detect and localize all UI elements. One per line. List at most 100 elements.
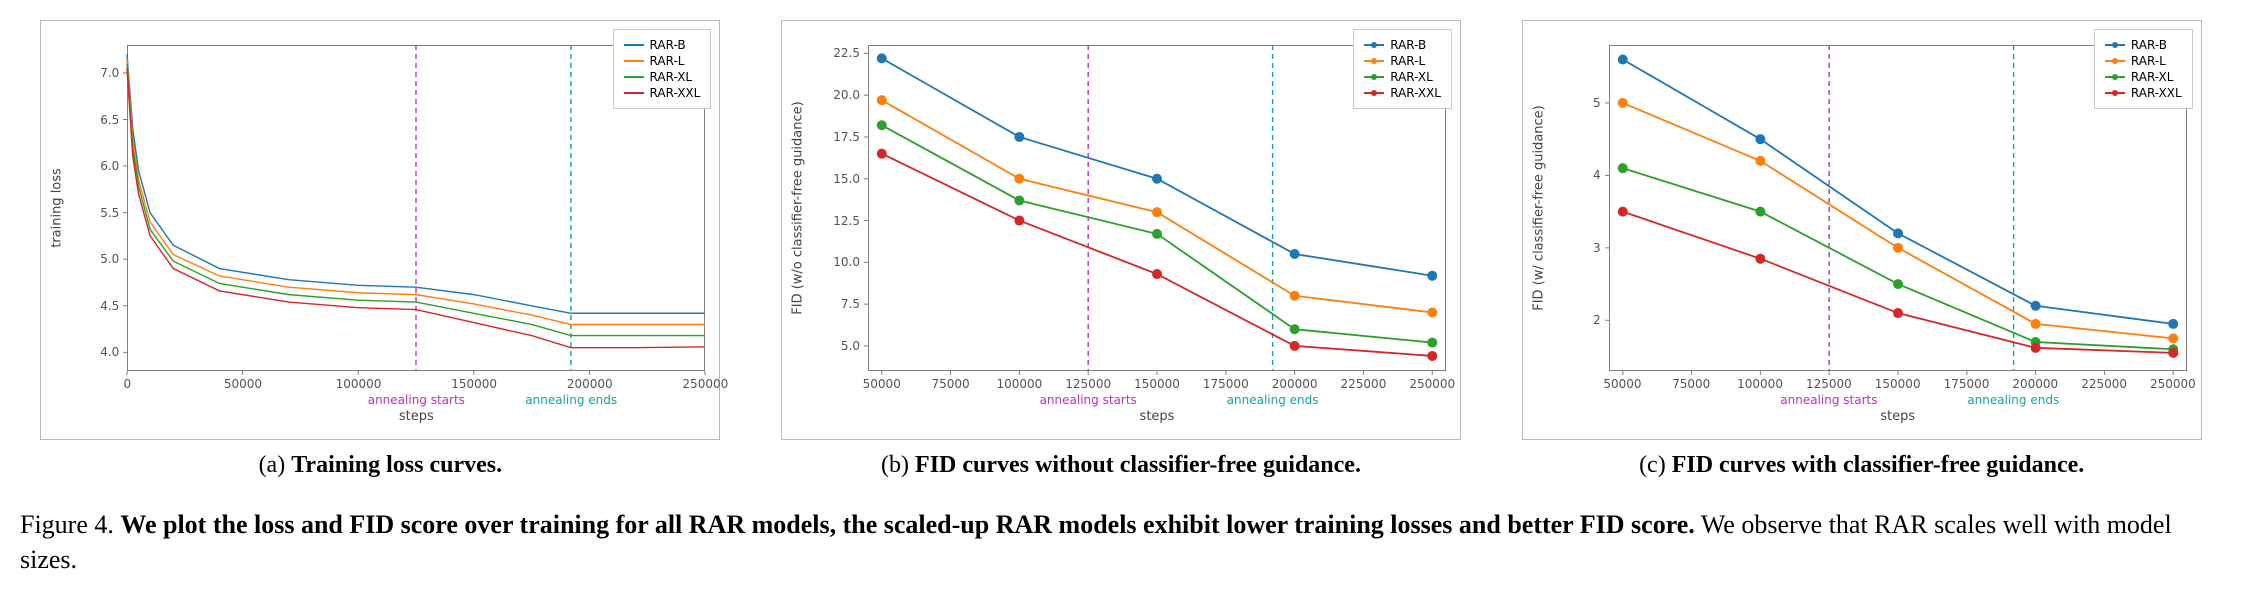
xtick-label: 150000	[1134, 377, 1180, 391]
legend-item: RAR-B	[2105, 38, 2182, 52]
annealing-label-end: annealing ends	[1227, 393, 1319, 407]
legend-swatch	[624, 92, 644, 94]
legend-label: RAR-XXL	[650, 86, 701, 100]
caption-c-text: (c)	[1639, 452, 1672, 478]
chart-fid-nocfg: 50000 75000 100000 125000 150000 175000 200000…	[781, 20, 1461, 440]
figure-caption-bold: We plot the loss and FID score over trai…	[120, 510, 1694, 539]
panel-b-caption: (b) FID curves without classifier-free g…	[881, 452, 1361, 479]
xlabel: steps	[1880, 409, 1915, 424]
xtick-label: 125000	[1065, 377, 1111, 391]
panel-c-caption: (c) FID curves with classifier-free guid…	[1639, 452, 2084, 479]
legend-item: RAR-XL	[2105, 70, 2182, 84]
legend-swatch	[1364, 92, 1384, 94]
xlabel: steps	[399, 409, 434, 424]
xtick-label: 0	[124, 377, 132, 391]
ytick-label: 22.5	[833, 46, 860, 60]
legend: RAR-B RAR-L RAR-XL RAR-XXL	[613, 29, 712, 109]
xtick-label: 150000	[1875, 377, 1921, 391]
legend-swatch	[1364, 44, 1384, 46]
annealing-label-start: annealing starts	[1780, 393, 1877, 407]
xtick-label: 250000	[2150, 377, 2196, 391]
figure-row: 0500001000001500002000002500004.04.55.05…	[20, 20, 2222, 479]
annealing-label-start: annealing starts	[368, 393, 465, 407]
ytick-label: 7.5	[841, 297, 860, 311]
legend-item: RAR-B	[624, 38, 701, 52]
xlabel: steps	[1140, 409, 1175, 424]
legend-swatch	[1364, 76, 1384, 78]
ylabel: training loss	[50, 168, 65, 248]
xtick-label: 100000	[1737, 377, 1783, 391]
legend-label: RAR-XL	[650, 70, 693, 84]
legend-label: RAR-B	[1390, 38, 1426, 52]
ytick-label: 15.0	[833, 172, 860, 186]
panel-a-caption: (a) Training loss curves.	[259, 452, 503, 479]
figure-caption-prefix: Figure 4.	[20, 510, 120, 539]
xtick-label: 50000	[224, 377, 262, 391]
caption-c-bold: FID curves with classifier-free guidance…	[1672, 452, 2085, 478]
ytick-label: 6.5	[100, 113, 119, 127]
legend-label: RAR-XL	[1390, 70, 1433, 84]
ytick-label: 4.5	[100, 299, 119, 313]
legend: RAR-B RAR-L RAR-XL RAR-XXL	[2094, 29, 2193, 109]
xtick-label: 200000	[2012, 377, 2058, 391]
legend-swatch	[2105, 44, 2125, 46]
legend-item: RAR-XL	[1364, 70, 1441, 84]
legend-item: RAR-L	[624, 54, 701, 68]
xtick-label: 75000	[1672, 377, 1710, 391]
ytick-label: 5	[1593, 96, 1601, 110]
xtick-label: 100000	[996, 377, 1042, 391]
caption-a-text: (a)	[259, 452, 292, 478]
panel-c: 5000075000100000125000150000175000200000…	[1501, 20, 2222, 479]
legend-label: RAR-B	[650, 38, 686, 52]
xtick-label: 250000	[1409, 377, 1455, 391]
legend-label: RAR-XXL	[2131, 86, 2182, 100]
panel-a: 0500001000001500002000002500004.04.55.05…	[20, 20, 741, 479]
xtick-label: 150000	[451, 377, 497, 391]
xtick-label: 175000	[1944, 377, 1990, 391]
ytick-label: 6.0	[100, 159, 119, 173]
caption-b-bold: FID curves without classifier-free guida…	[915, 452, 1361, 478]
legend-item: RAR-XXL	[624, 86, 701, 100]
xtick-label: 200000	[1272, 377, 1318, 391]
legend-item: RAR-XXL	[2105, 86, 2182, 100]
xtick-label: 75000	[931, 377, 969, 391]
ytick-label: 2	[1593, 313, 1601, 327]
annealing-label-end: annealing ends	[525, 393, 617, 407]
ytick-label: 10.0	[833, 255, 860, 269]
ytick-label: 12.5	[833, 214, 860, 228]
ylabel: FID (w/ classifier-free guidance)	[1531, 105, 1546, 311]
legend-item: RAR-XL	[624, 70, 701, 84]
ytick-label: 4.0	[100, 345, 119, 359]
legend-label: RAR-XL	[2131, 70, 2174, 84]
legend-item: RAR-XXL	[1364, 86, 1441, 100]
legend-swatch	[2105, 76, 2125, 78]
chart-training-loss: 0500001000001500002000002500004.04.55.05…	[40, 20, 720, 440]
ylabel: FID (w/o classifier-free guidance)	[791, 101, 806, 314]
legend-item: RAR-L	[2105, 54, 2182, 68]
ytick-label: 5.0	[100, 252, 119, 266]
ytick-label: 20.0	[833, 88, 860, 102]
xtick-label: 50000	[1603, 377, 1641, 391]
legend-swatch	[2105, 60, 2125, 62]
xtick-label: 250000	[682, 377, 728, 391]
legend-label: RAR-L	[2131, 54, 2166, 68]
legend-swatch	[2105, 92, 2125, 94]
xtick-label: 200000	[567, 377, 613, 391]
legend-swatch	[624, 60, 644, 62]
legend: RAR-B RAR-L RAR-XL RAR-XXL	[1353, 29, 1452, 109]
caption-a-bold: Training loss curves.	[291, 452, 502, 478]
legend-label: RAR-B	[2131, 38, 2167, 52]
legend-label: RAR-XXL	[1390, 86, 1441, 100]
chart-fid-cfg: 5000075000100000125000150000175000200000…	[1522, 20, 2202, 440]
xtick-label: 50000	[863, 377, 901, 391]
legend-swatch	[1364, 60, 1384, 62]
annealing-label-start: annealing starts	[1040, 393, 1137, 407]
ytick-label: 3	[1593, 241, 1601, 255]
legend-label: RAR-L	[650, 54, 685, 68]
xtick-label: 175000	[1203, 377, 1249, 391]
legend-swatch	[624, 76, 644, 78]
ytick-label: 7.0	[100, 66, 119, 80]
annealing-label-end: annealing ends	[1967, 393, 2059, 407]
legend-label: RAR-L	[1390, 54, 1425, 68]
xtick-label: 100000	[336, 377, 382, 391]
